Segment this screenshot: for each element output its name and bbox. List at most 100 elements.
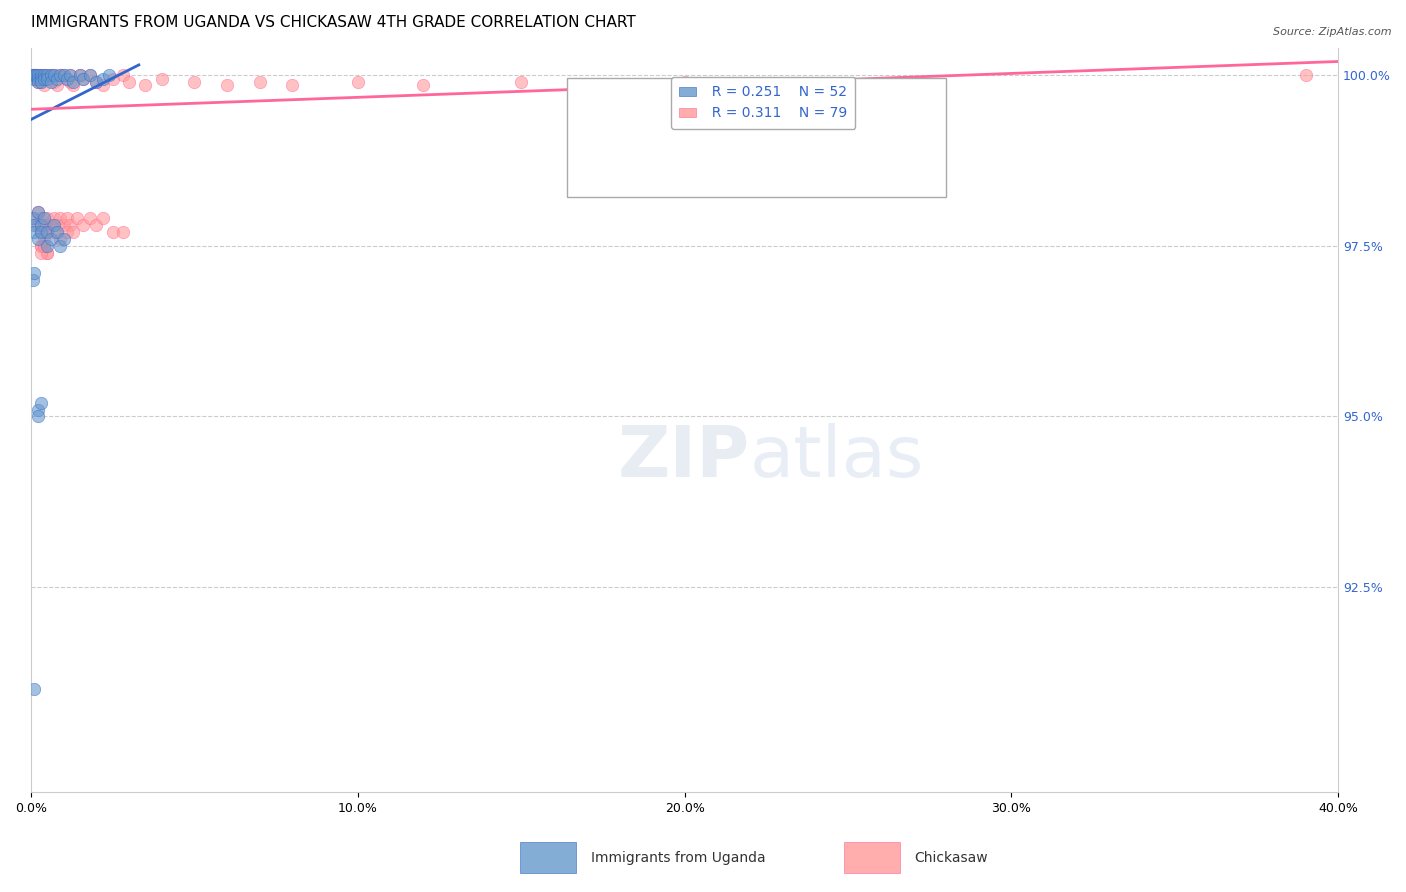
Point <box>59 68 82 82</box>
Point <box>30 245 52 260</box>
Point <box>30 396 52 410</box>
Point <box>27 219 49 233</box>
Point <box>101 225 124 239</box>
Point <box>86 75 108 89</box>
Point <box>111 68 134 82</box>
Point <box>86 219 108 233</box>
Text: Immigrants from Uganda: Immigrants from Uganda <box>591 851 765 864</box>
Point <box>42 225 65 239</box>
Point <box>37 245 59 260</box>
Point <box>22 68 45 82</box>
Point <box>52 219 75 233</box>
Point <box>39 75 62 89</box>
Point <box>59 219 82 233</box>
Point <box>42 211 65 226</box>
Point <box>52 68 75 82</box>
FancyBboxPatch shape <box>567 78 946 196</box>
Point <box>22 682 45 697</box>
Point <box>49 211 72 226</box>
Point <box>39 68 62 82</box>
Point <box>56 71 79 86</box>
Point <box>30 71 52 86</box>
Point <box>25 68 48 82</box>
Point <box>32 78 55 93</box>
Point <box>59 75 82 89</box>
Point <box>86 75 108 89</box>
Point <box>37 239 59 253</box>
Point <box>56 211 79 226</box>
Point <box>22 68 45 82</box>
Point <box>21 68 44 82</box>
Point <box>32 239 55 253</box>
Point <box>52 68 75 82</box>
Point <box>22 68 45 82</box>
FancyBboxPatch shape <box>844 842 900 873</box>
Point <box>91 211 114 226</box>
Point <box>72 219 94 233</box>
Point <box>56 225 79 239</box>
Point <box>27 68 49 82</box>
Point <box>39 68 62 82</box>
Point <box>27 232 49 246</box>
Point <box>37 71 59 86</box>
Point <box>30 239 52 253</box>
Text: Source: ZipAtlas.com: Source: ZipAtlas.com <box>1274 27 1392 37</box>
Point <box>249 75 271 89</box>
Point <box>27 71 49 86</box>
Point <box>101 71 124 86</box>
Point <box>42 75 65 89</box>
Point <box>46 225 69 239</box>
Point <box>37 225 59 239</box>
Point <box>27 204 49 219</box>
Point <box>21 68 44 82</box>
Point <box>91 71 114 86</box>
Point <box>510 75 533 89</box>
Point <box>118 75 141 89</box>
Point <box>49 232 72 246</box>
Point <box>27 75 49 89</box>
Point <box>30 75 52 89</box>
Point <box>79 68 101 82</box>
Point <box>30 211 52 226</box>
Point <box>22 219 45 233</box>
Point <box>32 219 55 233</box>
Point <box>111 225 134 239</box>
Text: ZIP: ZIP <box>617 423 749 491</box>
Point <box>32 68 55 82</box>
Point <box>1295 68 1317 82</box>
Text: IMMIGRANTS FROM UGANDA VS CHICKASAW 4TH GRADE CORRELATION CHART: IMMIGRANTS FROM UGANDA VS CHICKASAW 4TH … <box>31 15 636 30</box>
Point <box>37 225 59 239</box>
Point <box>42 219 65 233</box>
Point <box>22 68 45 82</box>
Point <box>59 68 82 82</box>
Point <box>37 211 59 226</box>
Point <box>30 225 52 239</box>
Point <box>39 232 62 246</box>
Point <box>49 239 72 253</box>
Point <box>27 68 49 82</box>
Point <box>27 75 49 89</box>
Point <box>69 68 91 82</box>
Point <box>62 225 84 239</box>
Point <box>42 68 65 82</box>
Point <box>32 232 55 246</box>
Point <box>37 245 59 260</box>
Point <box>281 78 304 93</box>
Point <box>22 71 45 86</box>
Point <box>32 68 55 82</box>
Point <box>27 71 49 86</box>
Point <box>98 68 121 82</box>
Point <box>27 402 49 417</box>
Point <box>32 219 55 233</box>
Point <box>134 78 156 93</box>
Point <box>49 68 72 82</box>
Point <box>62 78 84 93</box>
Point <box>79 68 101 82</box>
Point <box>39 219 62 233</box>
Point <box>69 68 91 82</box>
Point <box>22 266 45 280</box>
Point <box>21 211 44 226</box>
FancyBboxPatch shape <box>520 842 576 873</box>
Point <box>30 68 52 82</box>
Point <box>56 71 79 86</box>
